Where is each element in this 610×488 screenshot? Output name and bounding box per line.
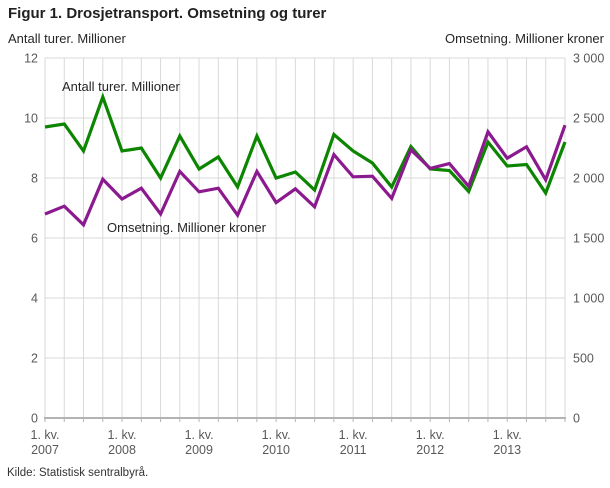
x-axis-tick-label-quarter: 1. kv.: [262, 428, 291, 442]
series-label-trips: Antall turer. Millioner: [62, 79, 180, 94]
series-label-revenue: Omsetning. Millioner kroner: [107, 220, 266, 235]
left-axis-tick-label: 8: [31, 172, 38, 186]
x-axis-tick-label-quarter: 1. kv.: [416, 428, 445, 442]
x-axis-tick-label-year: 2013: [493, 443, 521, 457]
x-axis-tick-label-quarter: 1. kv.: [185, 428, 214, 442]
x-axis-tick-label-year: 2011: [340, 443, 367, 457]
left-axis-tick-label: 4: [31, 292, 38, 306]
right-axis-tick-label: 1 000: [573, 292, 604, 306]
x-axis-tick-label-quarter: 1. kv.: [108, 428, 137, 442]
revenue-line: [44, 124, 567, 228]
right-axis-title: Omsetning. Millioner kroner: [445, 31, 604, 46]
x-axis-tick-label-quarter: 1. kv.: [31, 428, 60, 442]
right-axis-tick-label: 1 500: [573, 232, 604, 246]
left-axis-tick-label: 0: [31, 412, 38, 426]
x-axis-tick-label-quarter: 1. kv.: [339, 428, 368, 442]
right-axis-tick-label: 3 000: [573, 52, 604, 66]
right-axis-tick-label: 0: [573, 412, 580, 426]
x-axis-tick-label-year: 2010: [262, 443, 290, 457]
x-axis-tick-label-year: 2007: [31, 443, 59, 457]
trips-line: [44, 92, 567, 197]
left-axis-tick-label: 10: [24, 112, 38, 126]
x-axis-tick-label-year: 2009: [185, 443, 213, 457]
left-axis-tick-label: 6: [31, 232, 38, 246]
right-axis-tick-label: 2 500: [573, 112, 604, 126]
source-note: Kilde: Statistisk sentralbyrå.: [7, 467, 149, 479]
figure-title: Figur 1. Drosjetransport. Omsetning og t…: [8, 5, 327, 22]
left-axis-tick-label: 12: [24, 52, 38, 66]
x-axis-tick-label-year: 2012: [416, 443, 444, 457]
x-axis-tick-label-year: 2008: [108, 443, 136, 457]
left-axis-title: Antall turer. Millioner: [8, 31, 126, 46]
left-axis-tick-label: 2: [31, 352, 38, 366]
x-axis-tick-label-quarter: 1. kv.: [493, 428, 522, 442]
right-axis-tick-label: 500: [573, 352, 594, 366]
right-axis-tick-label: 2 000: [573, 172, 604, 186]
